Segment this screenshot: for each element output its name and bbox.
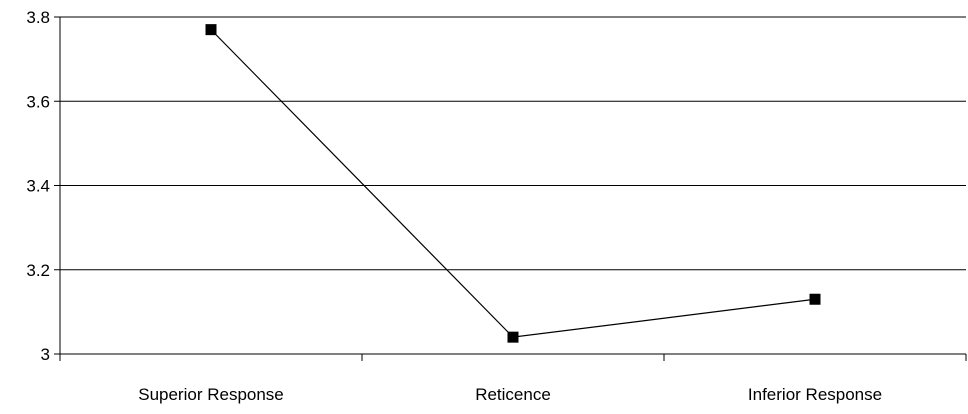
y-ticks: 3.8 3.6 3.4 3.2 3 xyxy=(26,8,60,364)
x-ticks: Superior Response Reticence Inferior Respo… xyxy=(59,354,967,404)
y-tick-label: 3.4 xyxy=(26,177,50,196)
data-point-marker xyxy=(205,24,217,36)
gridlines xyxy=(60,16,966,271)
series-line-path xyxy=(210,29,816,338)
y-tick-label: 3.8 xyxy=(26,8,50,27)
series-line xyxy=(210,29,816,338)
data-point-marker xyxy=(507,331,519,343)
x-category-label: Superior Response xyxy=(138,385,284,404)
series-markers xyxy=(205,24,821,343)
y-tick-label: 3.6 xyxy=(26,92,50,111)
x-category-label: Reticence xyxy=(475,385,551,404)
y-tick-label: 3.2 xyxy=(26,261,50,280)
y-tick-label: 3 xyxy=(41,345,50,364)
x-category-label: Inferior Response xyxy=(748,385,882,404)
data-point-marker xyxy=(809,293,821,305)
